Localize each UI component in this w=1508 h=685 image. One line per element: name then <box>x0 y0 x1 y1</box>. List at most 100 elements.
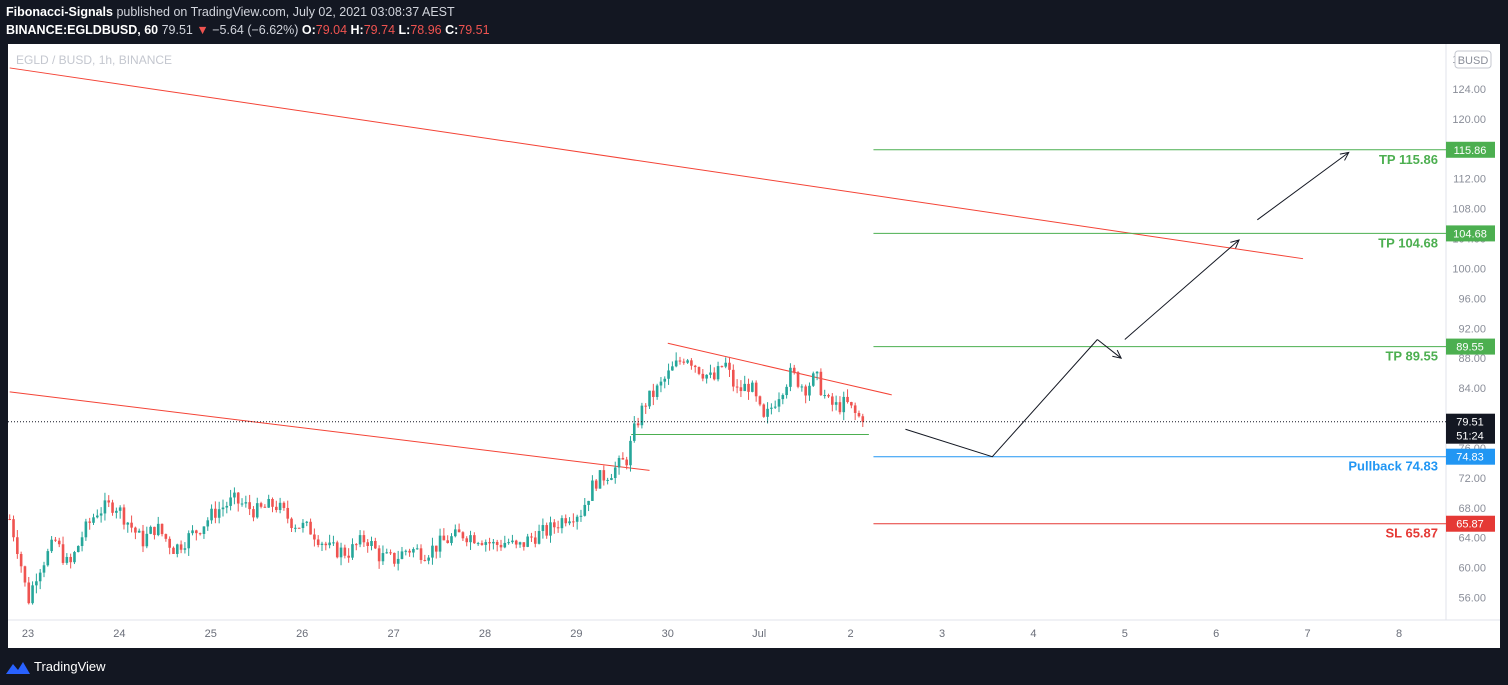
candle-body <box>556 527 560 529</box>
candle-body <box>838 402 842 413</box>
chart-watermark: EGLD / BUSD, 1h, BINANCE <box>16 53 172 67</box>
candle-body <box>644 405 648 407</box>
low-value: 78.96 <box>410 23 442 37</box>
candle-body <box>476 543 480 545</box>
candle-body <box>153 526 156 536</box>
x-tick-label: 28 <box>479 628 491 640</box>
candle-body <box>88 521 91 523</box>
x-tick-label: 30 <box>662 628 674 640</box>
candle-body <box>99 513 103 516</box>
candle-body <box>278 502 282 511</box>
candle-body <box>404 550 408 552</box>
candle-body <box>164 534 168 539</box>
candle-body <box>739 387 743 392</box>
candle-body <box>27 582 31 604</box>
x-tick-label: 4 <box>1030 628 1036 640</box>
y-tick-label: 56.00 <box>1458 593 1486 605</box>
candle-body <box>96 515 99 518</box>
high-value: 79.74 <box>363 23 396 37</box>
candle-body <box>374 540 377 549</box>
candle-body <box>453 529 457 537</box>
candle-body <box>800 386 804 388</box>
candle-body <box>701 373 705 379</box>
candle-body <box>857 412 861 417</box>
level-label: SL 65.87 <box>1385 526 1438 541</box>
candle-body <box>526 536 529 547</box>
candle-body <box>195 530 198 534</box>
low-label: L: <box>398 23 411 37</box>
candle-body <box>823 395 827 397</box>
candle-body <box>461 532 465 539</box>
candle-body <box>179 544 183 550</box>
open-label: O: <box>301 23 316 37</box>
candle-body <box>853 405 857 413</box>
candle-body <box>290 518 293 529</box>
candle-body <box>324 543 328 546</box>
candle-body <box>553 522 556 528</box>
candle-body <box>92 517 95 523</box>
tradingview-logo-icon[interactable] <box>6 660 30 674</box>
candle-body <box>202 526 206 534</box>
candle-body <box>393 552 396 564</box>
candle-body <box>31 585 34 604</box>
candle-body <box>499 544 503 548</box>
candle-body <box>198 533 202 535</box>
candle-body <box>587 500 590 505</box>
candle-body <box>842 396 846 413</box>
candle-body <box>76 546 80 553</box>
candle-body <box>697 367 701 374</box>
level-badge <box>1446 225 1495 242</box>
y-tick-label: 72.00 <box>1458 473 1486 485</box>
candle-body <box>115 510 118 513</box>
candle-body <box>655 385 659 397</box>
current-price-value: 79.51 <box>1456 417 1484 429</box>
candle-body <box>537 530 541 544</box>
candle-body <box>690 360 693 366</box>
publisher-name[interactable]: Fibonacci-Signals <box>6 5 113 19</box>
candle-body <box>297 527 301 529</box>
candle-body <box>61 544 65 563</box>
candle-body <box>122 507 126 525</box>
candle-body <box>362 535 366 543</box>
candle-body <box>808 385 811 396</box>
brand-name[interactable]: TradingView <box>34 659 106 674</box>
candle-body <box>73 552 76 563</box>
candle-body <box>183 548 187 550</box>
symbol-label[interactable]: BINANCE:EGLDBUSD, 60 <box>6 23 159 37</box>
candle-body <box>187 533 191 549</box>
candle-countdown: 51:24 <box>1456 431 1484 443</box>
candle-body <box>671 366 674 371</box>
candle-body <box>389 552 392 554</box>
candle-body <box>282 502 286 508</box>
candle-body <box>221 507 225 510</box>
candle-body <box>712 372 716 380</box>
y-tick-label: 124.00 <box>1452 84 1486 96</box>
level-badge-value: 74.83 <box>1456 452 1484 464</box>
price-chart[interactable]: EGLD / BUSD, 1h, BINANCE 56.00 60.00 64.00 6… <box>8 44 1500 648</box>
x-tick-label: 2 <box>848 628 854 640</box>
y-tick-label: 120.00 <box>1452 114 1486 126</box>
chart-area[interactable]: EGLD / BUSD, 1h, BINANCE 56.00 60.00 64.00 6… <box>8 44 1500 648</box>
candle-body <box>46 551 50 566</box>
close-value: 79.51 <box>458 23 490 37</box>
candle-body <box>320 543 324 545</box>
high-label: H: <box>350 23 364 37</box>
candle-body <box>568 521 571 524</box>
candle-body <box>259 503 263 507</box>
candle-body <box>583 504 587 516</box>
candle-body <box>720 366 724 368</box>
candle-body <box>693 365 697 368</box>
candle-body <box>602 470 606 481</box>
level-label: TP 89.55 <box>1385 349 1438 364</box>
projection-arrow <box>1097 339 1122 359</box>
currency-badge <box>1454 50 1492 69</box>
y-tick-label: 92.00 <box>1458 323 1486 335</box>
candle-body <box>175 544 179 554</box>
candle-body <box>111 502 114 513</box>
candle-body <box>267 498 270 508</box>
candle-body <box>834 402 838 405</box>
candle-body <box>530 536 533 538</box>
candle-body <box>80 537 84 547</box>
candle-body <box>358 535 362 545</box>
candle-body <box>396 558 400 564</box>
